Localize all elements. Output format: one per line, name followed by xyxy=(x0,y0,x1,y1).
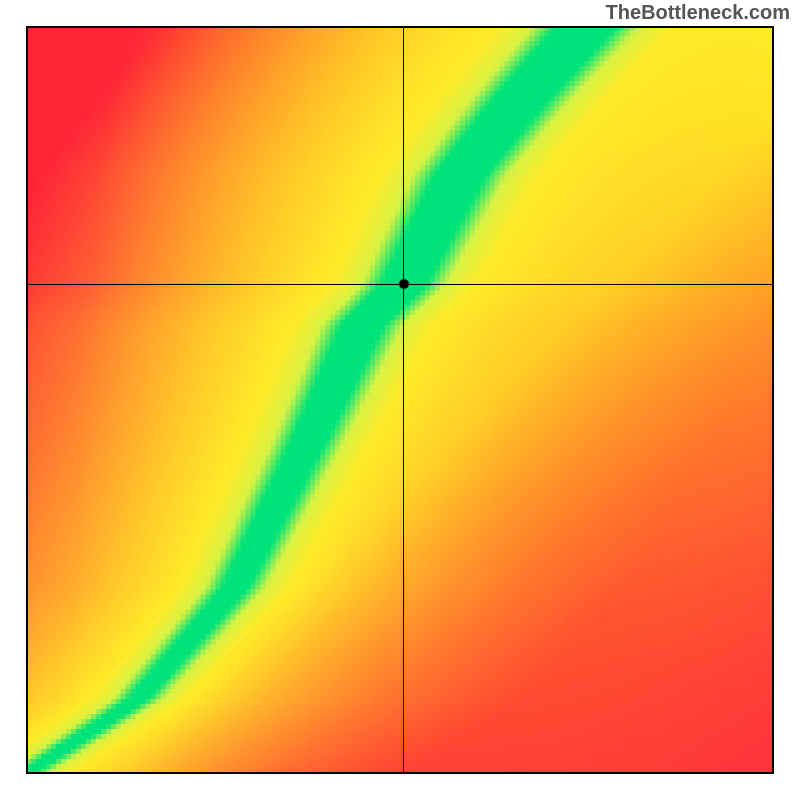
chart-container: TheBottleneck.com xyxy=(0,0,800,800)
plot-border-top xyxy=(26,26,774,28)
plot-area xyxy=(26,26,774,774)
marker-dot xyxy=(399,279,409,289)
watermark-text: TheBottleneck.com xyxy=(606,2,790,25)
crosshair-vertical xyxy=(403,26,404,774)
plot-border-right xyxy=(772,26,774,774)
plot-border-left xyxy=(26,26,28,774)
heatmap-canvas xyxy=(26,26,774,774)
plot-border-bottom xyxy=(26,772,774,774)
